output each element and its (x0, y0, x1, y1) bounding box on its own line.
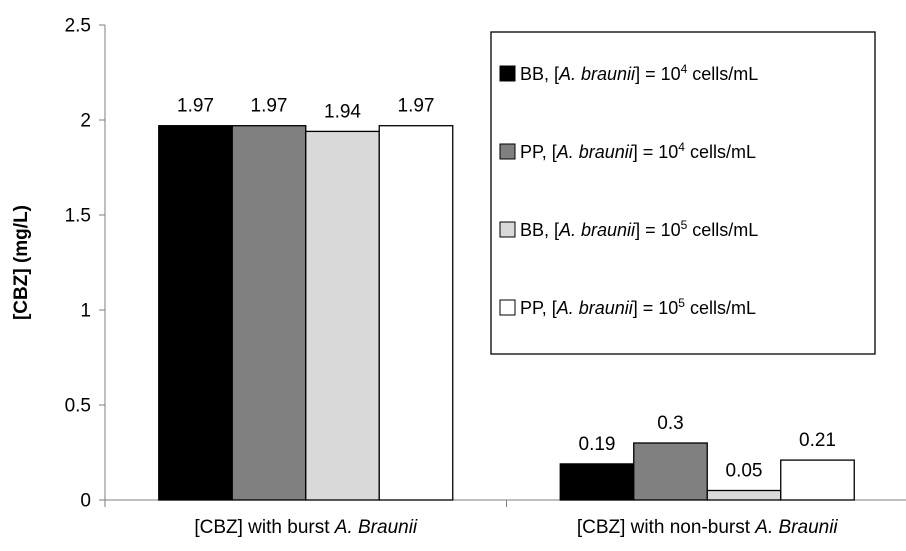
bar (305, 130, 380, 501)
bar (633, 442, 708, 501)
legend-swatch (499, 221, 516, 238)
bar (780, 459, 855, 501)
legend-entry-label: BB, [A. braunii] = 104 cells/mL (520, 62, 758, 84)
y-axis-title: [CBZ] (mg/L) (11, 205, 32, 320)
legend-entry-label: BB, [A. braunii] = 105 cells/mL (520, 218, 758, 240)
data-label: 0.21 (799, 430, 836, 451)
data-label: 0.19 (579, 434, 616, 455)
y-tick-label: 0 (80, 491, 91, 512)
bar (559, 463, 635, 501)
data-label: 0.3 (657, 413, 683, 434)
x-category-label: [CBZ] with burst A. Braunii (194, 517, 418, 538)
legend-swatch (499, 299, 516, 316)
bar (231, 125, 307, 501)
legend-swatch (499, 65, 516, 82)
data-label: 0.05 (726, 461, 763, 482)
y-tick-label: 1.5 (65, 206, 91, 227)
bar (706, 489, 782, 501)
legend-entry-label: PP, [A. braunii] = 105 cells/mL (520, 296, 756, 318)
x-category-label: [CBZ] with non-burst A. Braunii (577, 517, 839, 538)
y-tick-label: 1 (80, 301, 91, 322)
data-label: 1.97 (398, 96, 435, 117)
legend-box (490, 31, 876, 355)
legend-swatch (499, 143, 516, 160)
y-tick-label: 2 (80, 111, 91, 132)
data-label: 1.94 (324, 101, 361, 122)
y-tick-label: 2.5 (65, 16, 91, 37)
data-label: 1.97 (177, 96, 214, 117)
bar (378, 125, 454, 501)
y-tick-label: 0.5 (65, 396, 91, 417)
legend-entry-label: PP, [A. braunii] = 104 cells/mL (520, 140, 756, 162)
bar (158, 125, 233, 501)
data-label: 1.97 (251, 96, 288, 117)
